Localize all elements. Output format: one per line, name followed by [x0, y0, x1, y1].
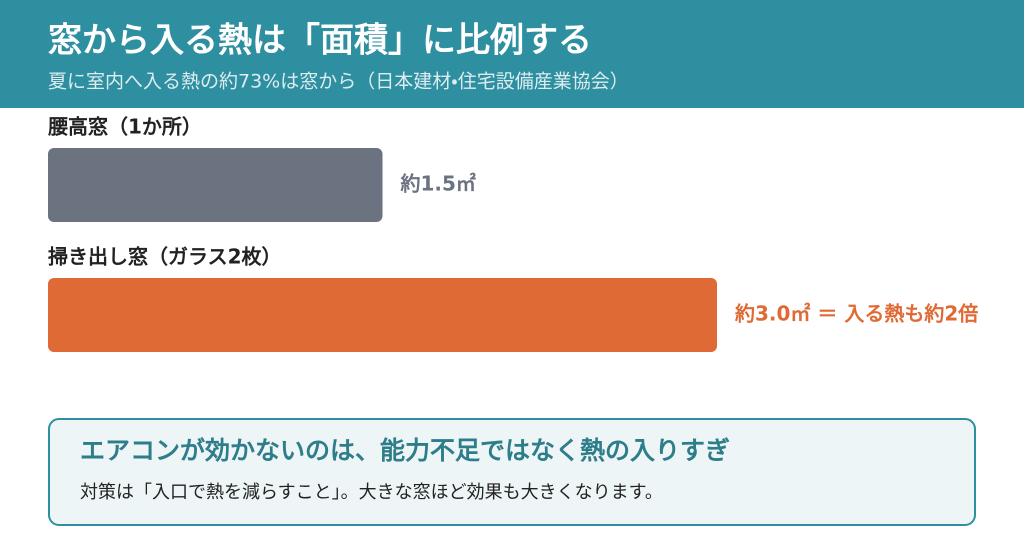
chart-subtitle: 夏に室内へ入る熱の約73%は窓から（日本建材・住宅設備産業協会）: [48, 71, 629, 93]
note-box: [48, 418, 976, 526]
header-band: [0, 0, 1024, 108]
bar: [48, 148, 383, 222]
value-label: 約1.5㎡: [400, 172, 476, 196]
category-label: 掃き出し窓（ガラス2枚）: [48, 245, 282, 269]
note-title: エアコンが効かないのは、能力不足ではなく熱の入りすぎ: [80, 436, 730, 465]
category-label: 腰高窓（1か所）: [47, 115, 202, 139]
chart-title: 窓から入る熱は「面積」に比例する: [48, 21, 592, 61]
note-text: 対策は「入口で熱を減らすこと」。大きな窓ほど効果も大きくなります。: [80, 482, 663, 503]
value-label: 約3.0㎡ ＝ 入る熱も約2倍: [734, 302, 978, 326]
bar: [48, 278, 717, 352]
